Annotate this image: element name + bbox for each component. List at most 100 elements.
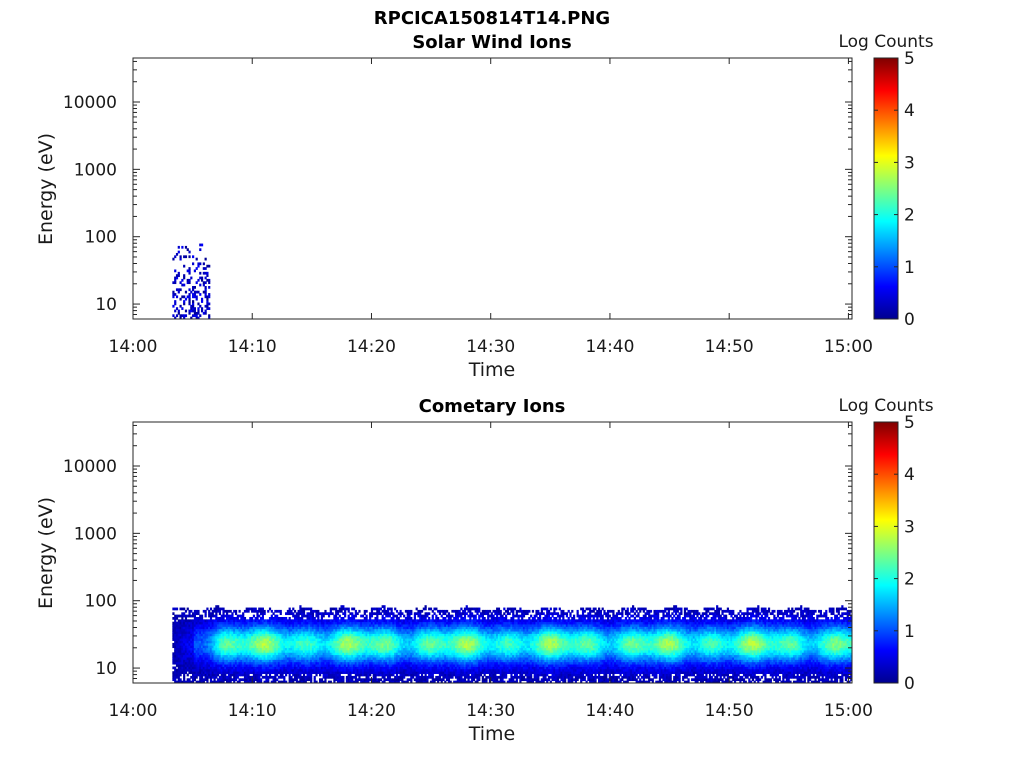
- panel-solar-wind-ions: Solar Wind Ions 14:00 14:10 14:20 14:30 14:4…: [35, 32, 934, 381]
- spectrogram-cell: [379, 619, 383, 623]
- spectrogram-cell: [408, 624, 411, 627]
- spectrogram-cell: [211, 619, 214, 623]
- spectrogram-cell: [172, 675, 175, 679]
- spectrogram-cell: [324, 664, 327, 667]
- spectrogram-cell: [454, 609, 458, 613]
- spectrogram-cell: [449, 659, 452, 663]
- spectrogram-cell: [378, 668, 381, 672]
- spectrogram-cell: [247, 675, 250, 679]
- spectrogram-cell: [226, 635, 229, 639]
- spectrogram-cell: [299, 664, 302, 667]
- spectrogram-cell: [222, 640, 225, 644]
- spectrogram-cell: [413, 642, 416, 646]
- spectrogram-cell: [209, 657, 213, 660]
- spectrogram-cell: [385, 612, 388, 616]
- spectrogram-cell: [310, 614, 313, 618]
- spectrogram-cell: [259, 657, 263, 660]
- spectrogram-cell: [367, 668, 370, 672]
- spectrogram-cell: [195, 290, 198, 294]
- spectrogram-cell: [233, 638, 236, 641]
- spectrogram-cell: [283, 666, 286, 670]
- spectrogram-cell: [336, 659, 340, 663]
- spectrogram-cell: [429, 626, 433, 630]
- spectrogram-cell: [326, 664, 329, 667]
- spectrogram-cell: [193, 628, 196, 632]
- spectrogram-cell: [426, 666, 429, 670]
- spectrogram-cell: [390, 673, 393, 677]
- spectrogram-cell: [259, 666, 263, 670]
- spectrogram-cell: [422, 647, 425, 651]
- spectrogram-cell: [336, 624, 340, 627]
- spectrogram-cell: [254, 664, 257, 667]
- colorbar-tick-label: 3: [904, 153, 915, 173]
- spectrogram-cell: [347, 650, 350, 653]
- spectrogram-cell: [462, 678, 465, 682]
- spectrogram-cell: [390, 640, 393, 644]
- spectrogram-cell: [199, 633, 202, 637]
- spectrogram-cell: [317, 654, 320, 658]
- spectrogram-cell: [333, 666, 336, 670]
- spectrogram-cell: [412, 668, 415, 672]
- spectrogram-cell: [195, 633, 198, 637]
- spectrogram-cell: [175, 624, 179, 627]
- spectrogram-cell: [365, 675, 368, 679]
- spectrogram-cell: [383, 631, 386, 634]
- spectrogram-cell: [412, 624, 415, 627]
- spectrogram-cell: [200, 635, 204, 639]
- spectrogram-cell: [231, 635, 234, 639]
- spectrogram-cell: [234, 661, 238, 665]
- spectrogram-cell: [261, 612, 264, 616]
- spectrogram-cell: [397, 619, 400, 623]
- spectrogram-cell: [320, 642, 323, 646]
- spectrogram-cell: [376, 668, 379, 672]
- spectrogram-cell: [333, 664, 336, 667]
- spectrogram-cell: [220, 657, 223, 660]
- spectrogram-cell: [179, 635, 182, 639]
- spectrogram-cell: [317, 657, 320, 660]
- spectrogram-cell: [236, 640, 239, 644]
- spectrogram-cell: [288, 668, 291, 672]
- spectrogram-cell: [183, 295, 186, 299]
- spectrogram-cell: [293, 668, 297, 672]
- spectrogram-cell: [388, 631, 391, 634]
- spectrogram-cell: [361, 614, 365, 618]
- spectrogram-cell: [229, 624, 232, 627]
- spectrogram-cell: [327, 654, 331, 658]
- spectrogram-cell: [327, 631, 331, 634]
- spectrogram-cell: [175, 631, 179, 634]
- spectrogram-cell: [227, 668, 230, 672]
- spectrogram-cell: [410, 671, 413, 674]
- spectrogram-cell: [338, 638, 341, 641]
- spectrogram-cell: [301, 635, 304, 639]
- spectrogram-cell: [320, 631, 323, 634]
- spectrogram-cell: [462, 647, 465, 651]
- spectrogram-cell: [186, 645, 189, 649]
- spectrogram-cell: [190, 276, 193, 280]
- spectrogram-cell: [281, 668, 284, 672]
- spectrogram-cell: [351, 661, 354, 665]
- spectrogram-cell: [360, 652, 363, 656]
- x-tick-label: 14:10: [228, 337, 277, 357]
- spectrogram-cell: [390, 659, 393, 663]
- spectrogram-cell: [419, 628, 422, 632]
- spectrogram-cell: [177, 664, 180, 667]
- spectrogram-cell: [354, 647, 357, 651]
- spectrogram-cell: [399, 664, 402, 667]
- spectrogram-cell: [333, 673, 336, 677]
- spectrogram-cell: [174, 293, 177, 296]
- spectrogram-cell: [458, 680, 461, 683]
- spectrogram-cell: [197, 650, 200, 653]
- spectrogram-cell: [270, 654, 273, 658]
- spectrogram-cell: [435, 635, 438, 639]
- spectrogram-cell: [272, 664, 275, 667]
- spectrogram-cell: [256, 624, 259, 627]
- spectrogram-cell: [209, 666, 213, 670]
- spectrogram-cell: [222, 621, 225, 625]
- spectrogram-cell: [376, 642, 379, 646]
- spectrogram-cell: [417, 609, 420, 613]
- spectrogram-cell: [293, 621, 297, 625]
- spectrogram-cell: [424, 664, 427, 667]
- spectrogram-cell: [310, 652, 313, 656]
- spectrogram-cell: [410, 631, 413, 634]
- spectrogram-cell: [381, 661, 384, 665]
